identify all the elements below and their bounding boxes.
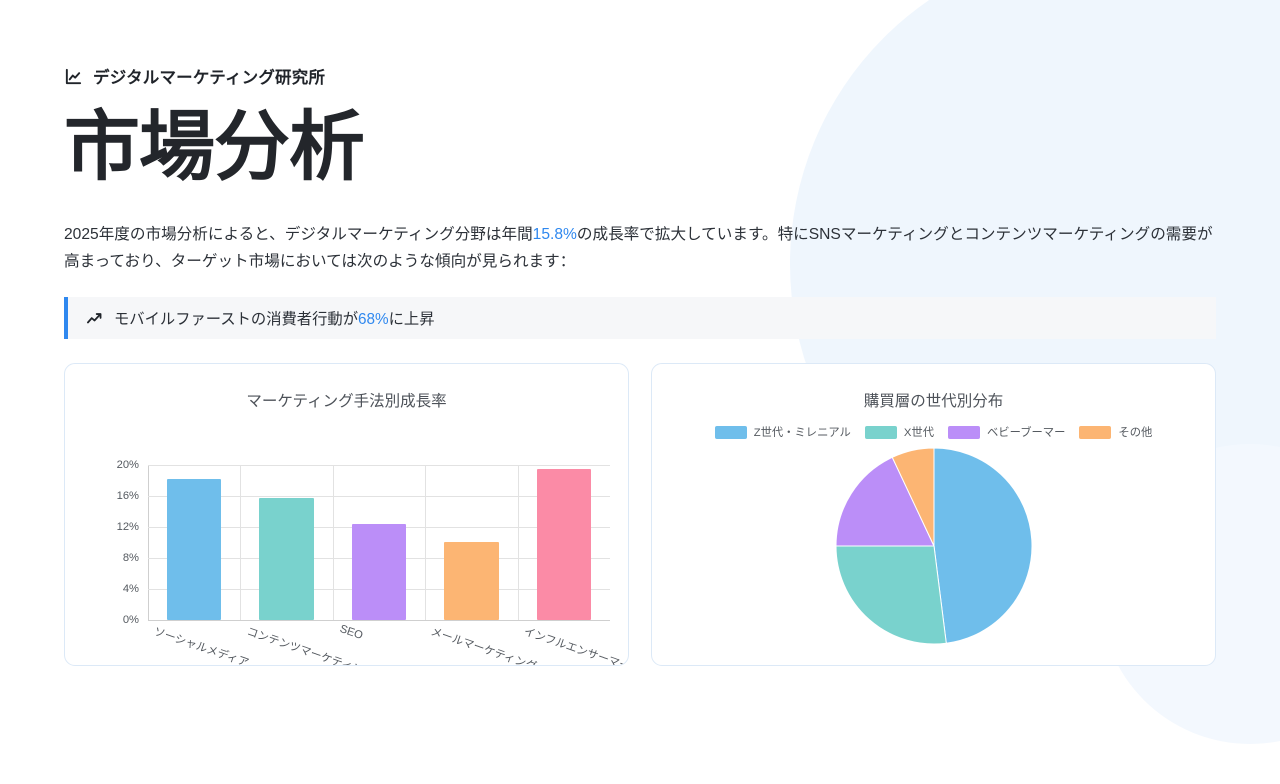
legend-swatch [1079, 425, 1112, 439]
lede-highlight-growth: 15.8% [532, 225, 577, 243]
legend-label: ベビーブーマー [987, 427, 1066, 440]
y-axis-tick-label: 12% [116, 521, 139, 534]
category-separator [332, 465, 334, 621]
lede-paragraph: 2025年度の市場分析によると、デジタルマーケティング分野は年間15.8%の成長… [64, 222, 1216, 276]
bar[interactable] [536, 468, 592, 621]
y-axis-tick-label: 8% [122, 552, 139, 565]
pie-chart-title: 購買層の世代別分布 [863, 393, 1004, 411]
legend-item[interactable]: Z世代・ミレニアル [714, 424, 851, 440]
gridline [148, 620, 610, 622]
legend-label: その他 [1118, 427, 1153, 440]
legend-item[interactable]: X世代 [864, 424, 934, 440]
callout-part-1: モバイルファーストの消費者行動が [114, 311, 358, 329]
x-axis-tick-label: メールマーケティング [429, 626, 539, 667]
legend-swatch [714, 425, 747, 439]
bar[interactable] [351, 524, 407, 621]
y-axis-tick-label: 16% [116, 490, 139, 503]
y-axis-tick-label: 20% [116, 459, 139, 472]
pie-chart-svg: Z世代・ミレニアル: 48%X世代: 27%ベビーブーマー: 18%その他: 7… [834, 447, 1032, 645]
gridline [148, 496, 610, 498]
pie-chart-plot-area: Z世代・ミレニアル: 48%X世代: 27%ベビーブーマー: 18%その他: 7… [652, 446, 1215, 646]
lede-part-1: 2025年度の市場分析によると、デジタルマーケティング分野は年間 [64, 225, 533, 243]
lede-part-2: の成長率で拡大しています。特にSNSマーケティングとコンテンツマーケティングの需… [64, 225, 1213, 270]
pie-slice[interactable]: X世代: 27% [834, 545, 947, 645]
pie-slice[interactable]: ベビーブーマー: 18% [834, 457, 935, 547]
page-title: 市場分析 [64, 105, 365, 190]
pie-chart-card: 購買層の世代別分布 Z世代・ミレニアル X世代 ベビーブーマー その他 Z世代・ミレニ… [651, 363, 1216, 667]
bar-chart-card: マーケティング手法別成長率 0% 4% 8% 12% 16% 20% ソーシャルメディア コン… [64, 363, 629, 667]
bar-chart-title: マーケティング手法別成長率 [246, 393, 447, 411]
bar-chart-plot-area: 0% 4% 8% 12% 16% 20% ソーシャルメディア コンテンツマーケティング SEO メ… [117, 459, 628, 665]
legend-item[interactable]: ベビーブーマー [948, 424, 1065, 440]
bar[interactable] [259, 497, 314, 621]
y-axis-line [148, 465, 149, 621]
y-axis-tick-label: 0% [122, 614, 139, 627]
brand-name: デジタルマーケティング研究所 [93, 69, 326, 87]
bar[interactable] [444, 542, 499, 621]
callout-part-2: に上昇 [388, 311, 435, 329]
category-separator [517, 465, 519, 621]
y-axis-tick-label: 4% [122, 583, 139, 596]
x-axis-tick-label: SEO [338, 623, 365, 643]
callout-text: モバイルファーストの消費者行動が68%に上昇 [114, 307, 435, 329]
callout-bar: モバイルファーストの消費者行動が68%に上昇 [64, 297, 1216, 340]
slide-page: デジタルマーケティング研究所 市場分析 2025年度の市場分析によると、デジタル… [0, 64, 1280, 667]
legend-swatch [948, 425, 980, 439]
legend-label: X世代 [903, 427, 934, 440]
bar-chart: 0% 4% 8% 12% 16% 20% ソーシャルメディア コンテンツマーケティング SEO メ… [65, 411, 628, 665]
pie-chart-legend: Z世代・ミレニアル X世代 ベビーブーマー その他 [652, 424, 1215, 440]
category-separator [425, 465, 427, 621]
legend-item[interactable]: その他 [1079, 424, 1152, 440]
pie-slice[interactable]: その他: 7% [891, 447, 934, 547]
x-axis-tick-label: ソーシャルメディア [152, 626, 251, 667]
callout-highlight: 68% [358, 311, 389, 329]
trending-up-icon [86, 310, 103, 327]
brand-header: デジタルマーケティング研究所 [64, 64, 1216, 88]
category-separator [240, 465, 242, 621]
pie-slice[interactable]: Z世代・ミレニアル: 48% [933, 447, 1032, 645]
line-chart-icon [64, 67, 83, 86]
gridline [148, 465, 610, 467]
bar[interactable] [166, 478, 222, 621]
legend-swatch [864, 425, 897, 439]
charts-row: マーケティング手法別成長率 0% 4% 8% 12% 16% 20% ソーシャルメディア コン… [64, 363, 1216, 667]
legend-label: Z世代・ミレニアル [753, 427, 851, 440]
